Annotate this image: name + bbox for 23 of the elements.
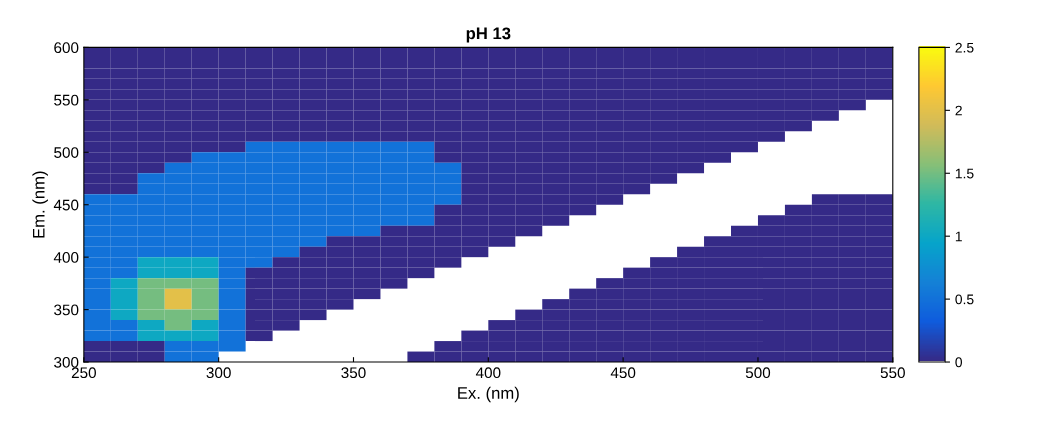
x-tick-label: 250 — [71, 367, 96, 379]
y-tick-label: 350 — [54, 304, 79, 316]
x-tick-label: 400 — [475, 367, 501, 379]
color-bar-label: 0.5 — [955, 294, 974, 305]
y-tick-label: 600 — [54, 42, 79, 54]
x-tick-label: 300 — [206, 367, 231, 379]
x-tick-label: 450 — [610, 367, 636, 379]
x-tick-label: 550 — [880, 367, 905, 379]
color-bar-label: 1 — [955, 231, 962, 242]
y-tick-label: 550 — [54, 94, 79, 106]
chart-title: pH 13 — [466, 27, 511, 43]
color-bar-label: 2.5 — [955, 42, 974, 53]
y-tick-label: 500 — [54, 147, 79, 158]
x-tick-label: 500 — [745, 367, 771, 379]
x-axis-title: Ex. (nm) — [458, 386, 519, 403]
color-bar-label: 2 — [955, 105, 962, 116]
y-tick-label: 300 — [54, 356, 79, 368]
y-tick-label: 450 — [53, 199, 79, 211]
y-axis-title: Em. (nm) — [32, 171, 48, 238]
y-tick-label: 400 — [53, 252, 79, 263]
color-bar-label: 1.5 — [955, 168, 974, 179]
x-tick-label: 350 — [341, 367, 366, 379]
color-bar-label: 0 — [955, 357, 963, 368]
